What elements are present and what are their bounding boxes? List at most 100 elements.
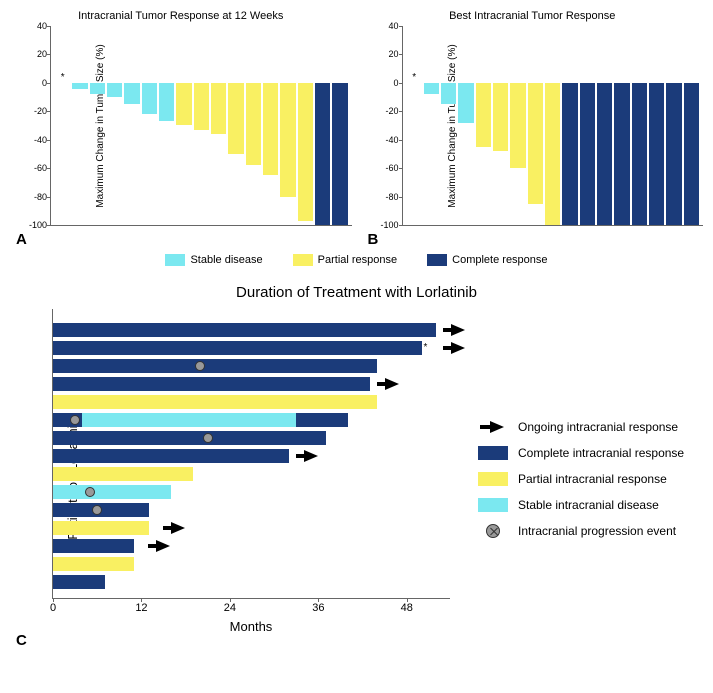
ytick: -80 [21, 192, 47, 202]
ytick: 0 [373, 78, 399, 88]
star-marker: * [424, 342, 428, 353]
lane-segment [53, 431, 326, 445]
ongoing-arrow-icon [304, 450, 318, 462]
legend-complete-label: Complete response [452, 254, 547, 266]
progression-event [70, 415, 80, 425]
top-row: Intracranial Tumor Response at 12 Weeks … [10, 10, 703, 248]
swimmer-plot: 012243648* [52, 309, 450, 599]
bar [528, 83, 543, 204]
legendC-progression-label: Intracranial progression event [518, 524, 676, 538]
legendC-stable-label: Stable intracranial disease [518, 498, 659, 512]
swatch-stable-c [478, 498, 508, 512]
panel-b-title: Best Intracranial Tumor Response [362, 10, 704, 22]
lane-segment [82, 413, 296, 427]
bar [194, 83, 209, 130]
lane-segment [53, 539, 134, 553]
lane-segment [53, 395, 377, 409]
legend-partial-label: Partial response [318, 254, 398, 266]
ongoing-arrow-icon [385, 378, 399, 390]
ongoing-arrow-icon [156, 540, 170, 552]
bar [424, 83, 439, 94]
bar [614, 83, 629, 225]
xtick: 24 [224, 602, 236, 614]
panel-a-title: Intracranial Tumor Response at 12 Weeks [10, 10, 352, 22]
star-marker: * [412, 72, 416, 83]
bar [562, 83, 577, 225]
xtick: 0 [50, 602, 56, 614]
ytick: 20 [21, 49, 47, 59]
swatch-complete-c [478, 446, 508, 460]
panel-a-chart: Maximum Change in Tumor Size (%) -100-80… [50, 26, 352, 226]
progression-icon [486, 524, 500, 538]
lane-segment [53, 467, 193, 481]
bar [476, 83, 491, 147]
ytick: -60 [373, 163, 399, 173]
panel-c-title: Duration of Treatment with Lorlatinib [10, 284, 703, 301]
legend-partial: Partial response [293, 254, 398, 266]
bar [649, 83, 664, 225]
progression-event [203, 433, 213, 443]
lane-segment [53, 485, 171, 499]
ytick: -20 [21, 106, 47, 116]
lane-segment [296, 413, 348, 427]
arrow-icon [478, 420, 508, 434]
panel-a: Intracranial Tumor Response at 12 Weeks … [10, 10, 352, 248]
ytick: 20 [373, 49, 399, 59]
lane-segment [53, 359, 377, 373]
lane-segment [53, 341, 422, 355]
star-marker: * [61, 72, 65, 83]
ytick: 40 [373, 21, 399, 31]
ytick: -80 [373, 192, 399, 202]
bar [458, 83, 473, 123]
lane-segment [53, 575, 105, 589]
bar [510, 83, 525, 168]
panel-b: Best Intracranial Tumor Response Maximum… [362, 10, 704, 248]
bar [176, 83, 191, 126]
legendC-complete-label: Complete intracranial response [518, 446, 684, 460]
progression-event [85, 487, 95, 497]
bar [228, 83, 243, 154]
bar [666, 83, 681, 225]
bar [159, 83, 174, 121]
ytick: -60 [21, 163, 47, 173]
bar [263, 83, 278, 175]
bar [545, 83, 560, 225]
ytick: 40 [21, 21, 47, 31]
ytick: -100 [21, 220, 47, 230]
legendC-progression: Intracranial progression event [478, 524, 703, 538]
xtick: 36 [312, 602, 324, 614]
swatch-stable [165, 254, 185, 266]
bar [441, 83, 456, 104]
ytick: -20 [373, 106, 399, 116]
ongoing-arrow-icon [171, 522, 185, 534]
legend-top: Stable disease Partial response Complete… [10, 254, 703, 266]
bar [280, 83, 295, 197]
legendC-ongoing-label: Ongoing intracranial response [518, 420, 678, 434]
bar [580, 83, 595, 225]
lane-segment [53, 323, 436, 337]
panel-c: Patients on Lorlatinib 012243648* Months… [10, 309, 703, 649]
legend-stable: Stable disease [165, 254, 262, 266]
ytick: -40 [21, 135, 47, 145]
bar [597, 83, 612, 225]
lane-segment [53, 377, 370, 391]
lane-segment [53, 449, 289, 463]
bar [246, 83, 261, 165]
ytick: 0 [21, 78, 47, 88]
xtick: 48 [401, 602, 413, 614]
xtick: 12 [135, 602, 147, 614]
legendC-partial: Partial intracranial response [478, 472, 703, 486]
swatch-complete [427, 254, 447, 266]
bar [298, 83, 313, 221]
progression-event [92, 505, 102, 515]
bar [684, 83, 699, 225]
bar [142, 83, 157, 114]
panel-c-letter: C [16, 632, 450, 649]
lane-segment [53, 557, 134, 571]
panel-c-legend: Ongoing intracranial response Complete i… [450, 309, 703, 649]
panel-b-chart: Maximum Change in Tumor Size (%) -100-80… [402, 26, 704, 226]
bar [315, 83, 330, 225]
ongoing-arrow-icon [451, 342, 465, 354]
panel-c-left: Patients on Lorlatinib 012243648* Months… [10, 309, 450, 649]
progression-event [195, 361, 205, 371]
